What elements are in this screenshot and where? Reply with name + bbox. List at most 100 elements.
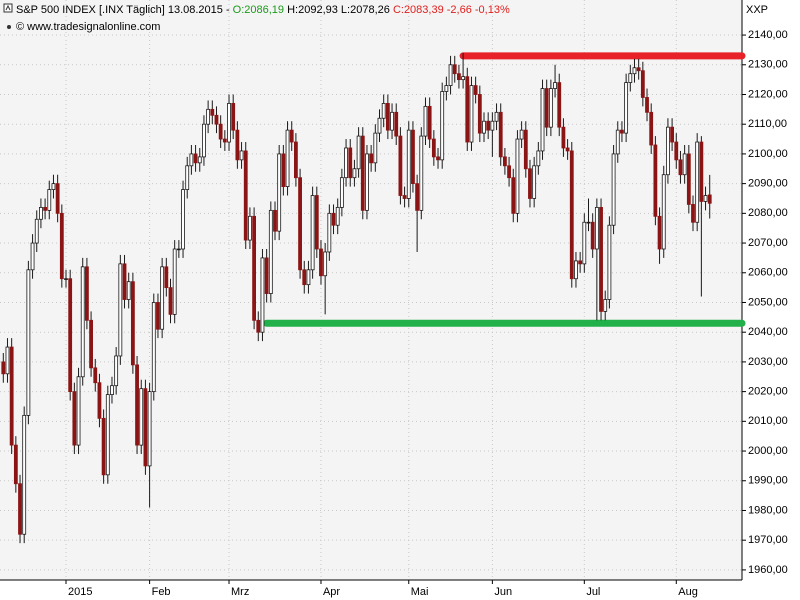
x-axis-area (0, 580, 742, 600)
candle-body (126, 281, 131, 300)
header-close: C:2083,39 -2,66 -0,13% (393, 4, 510, 16)
candle-body (473, 85, 478, 95)
candle-body (273, 209, 277, 232)
candle-body (68, 278, 73, 393)
candle-body (419, 135, 424, 211)
candle-body (582, 221, 587, 265)
candle-body (331, 212, 336, 226)
candle-body (477, 94, 482, 134)
candle-body (243, 150, 248, 241)
candle-body (30, 242, 35, 271)
candle-body (636, 67, 641, 72)
candle-body (85, 266, 89, 321)
candle-body (703, 195, 708, 202)
candle-body (498, 111, 503, 158)
candle-body (181, 189, 185, 250)
y-tick-label: 2020,00 (748, 386, 788, 398)
candle-body (314, 195, 319, 250)
y-tick-label: 2140,00 (748, 29, 788, 41)
candle-body (574, 260, 578, 280)
candle-body (55, 183, 60, 214)
candle-body (114, 355, 119, 387)
y-tick-label: 1970,00 (748, 534, 788, 546)
candle-body (164, 266, 169, 289)
y-tick-label: 2080,00 (748, 207, 788, 219)
candle-body (365, 153, 369, 211)
candle-body (528, 168, 532, 199)
candle-body (193, 153, 198, 164)
candle-body (210, 108, 215, 116)
candle-body (569, 150, 574, 280)
candle-body (252, 215, 257, 321)
candle-body (319, 248, 323, 277)
candle-body (657, 215, 662, 250)
candle-body (561, 126, 566, 149)
candle-body (448, 64, 453, 86)
x-tick-label: 2015 (68, 586, 92, 598)
candle-body (248, 215, 252, 241)
x-tick-label: Mai (411, 586, 429, 598)
candle-body (686, 153, 691, 205)
candle-body (536, 150, 541, 167)
candle-body (682, 153, 687, 176)
candle-body (222, 138, 227, 143)
y-axis-area (742, 0, 800, 600)
candle-body (511, 177, 516, 214)
candle-body (256, 319, 261, 333)
candle-body (64, 278, 68, 280)
candle-body (628, 73, 633, 84)
candle-body (615, 129, 620, 155)
candle-body (565, 147, 570, 152)
candle-body (89, 319, 93, 369)
candle-body (557, 82, 562, 128)
candle-body (39, 206, 43, 220)
y-tick-label: 2120,00 (748, 88, 788, 100)
candle-body (97, 382, 102, 419)
candle-body (540, 88, 545, 152)
candle-body (482, 120, 486, 134)
candle-body (452, 64, 457, 75)
candle-body (457, 73, 461, 81)
candle-body (302, 269, 307, 286)
candle-body (130, 281, 135, 366)
header-icon (3, 3, 13, 13)
candle-body (18, 483, 22, 535)
source: © www.tradesignalonline.com (16, 21, 160, 33)
candle-body (699, 141, 704, 202)
candle-body (373, 132, 378, 164)
candle-body (649, 111, 654, 146)
candle-body (139, 388, 144, 446)
candle-body (143, 388, 148, 467)
y-tick-label: 1980,00 (748, 504, 788, 516)
candle-body (160, 266, 165, 330)
candle-body (260, 257, 265, 333)
candle-body (289, 129, 294, 143)
candle-body (436, 156, 440, 161)
candle-body (105, 394, 110, 476)
candle-body (51, 183, 56, 190)
candle-body (356, 135, 361, 170)
candle-body (670, 126, 674, 143)
x-tick-label: Jun (494, 586, 512, 598)
candle-body (406, 129, 411, 199)
candle-body (707, 194, 712, 204)
chart-title: S&P 500 INDEX [.INX Täglich] 13.08.2015 … (16, 4, 230, 16)
candle-body (327, 212, 332, 253)
x-tick-label: Feb (152, 586, 171, 598)
y-tick-label: 2110,00 (748, 118, 787, 130)
candle-body (544, 88, 549, 128)
y-tick-label: 2100,00 (748, 148, 788, 160)
candle-body (599, 206, 603, 312)
candle-body (264, 257, 269, 294)
candle-body (640, 70, 645, 98)
candle-body (197, 156, 202, 164)
candle-body (348, 147, 353, 179)
candle-body (440, 91, 445, 161)
candle-body (34, 218, 39, 244)
axis: 1960,00 1970,00 1980,00 1990,00 2000,00 2010,… (65, 29, 788, 598)
candle-body (444, 85, 449, 92)
x-tick-label: Mrz (231, 586, 249, 598)
candle-body (553, 82, 557, 89)
y-tick-label: 2010,00 (748, 415, 788, 427)
x-tick-label: Jul (586, 586, 600, 598)
